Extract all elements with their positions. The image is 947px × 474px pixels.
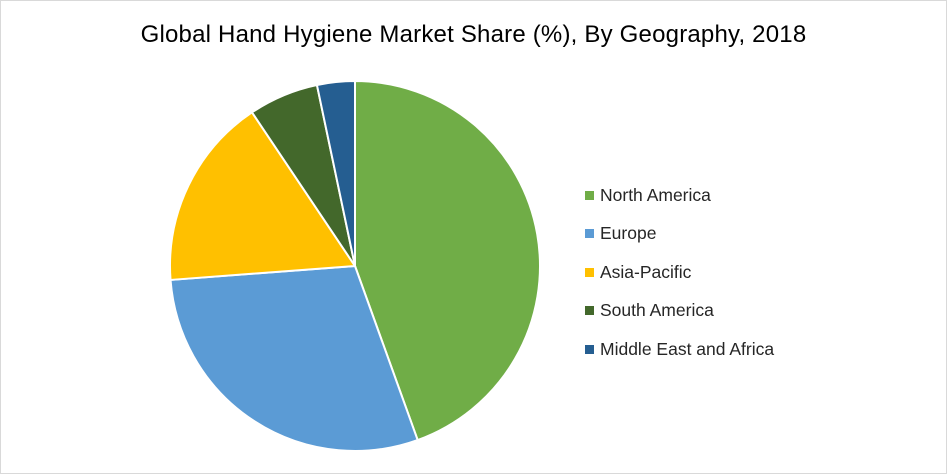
legend-item-middle-east-and-africa: Middle East and Africa bbox=[585, 330, 774, 369]
legend-item-south-america: South America bbox=[585, 292, 774, 331]
legend-label: Middle East and Africa bbox=[600, 338, 775, 359]
pie-slice-europe bbox=[169, 265, 419, 452]
pie-slice-asia-pacific bbox=[169, 111, 356, 281]
legend-label: South America bbox=[600, 300, 714, 321]
legend-item-north-america: North America bbox=[585, 176, 774, 215]
legend-swatch bbox=[585, 344, 594, 354]
pie-slice-north-america bbox=[354, 80, 541, 442]
legend-swatch bbox=[585, 229, 594, 239]
chart-legend: North America Europe Asia-Pacific South Ame… bbox=[585, 176, 774, 369]
legend-label: Europe bbox=[600, 223, 657, 244]
legend-item-asia-pacific: Asia-Pacific bbox=[585, 253, 774, 292]
legend-swatch bbox=[585, 267, 594, 277]
legend-swatch bbox=[585, 306, 594, 316]
pie-slice-middle-east-and-africa bbox=[315, 80, 356, 267]
legend-label: Asia-Pacific bbox=[600, 261, 692, 282]
legend-item-europe: Europe bbox=[585, 215, 774, 254]
legend-swatch bbox=[585, 190, 594, 200]
chart-title: Global Hand Hygiene Market Share (%), By… bbox=[140, 21, 807, 48]
legend-label: North America bbox=[600, 184, 711, 205]
